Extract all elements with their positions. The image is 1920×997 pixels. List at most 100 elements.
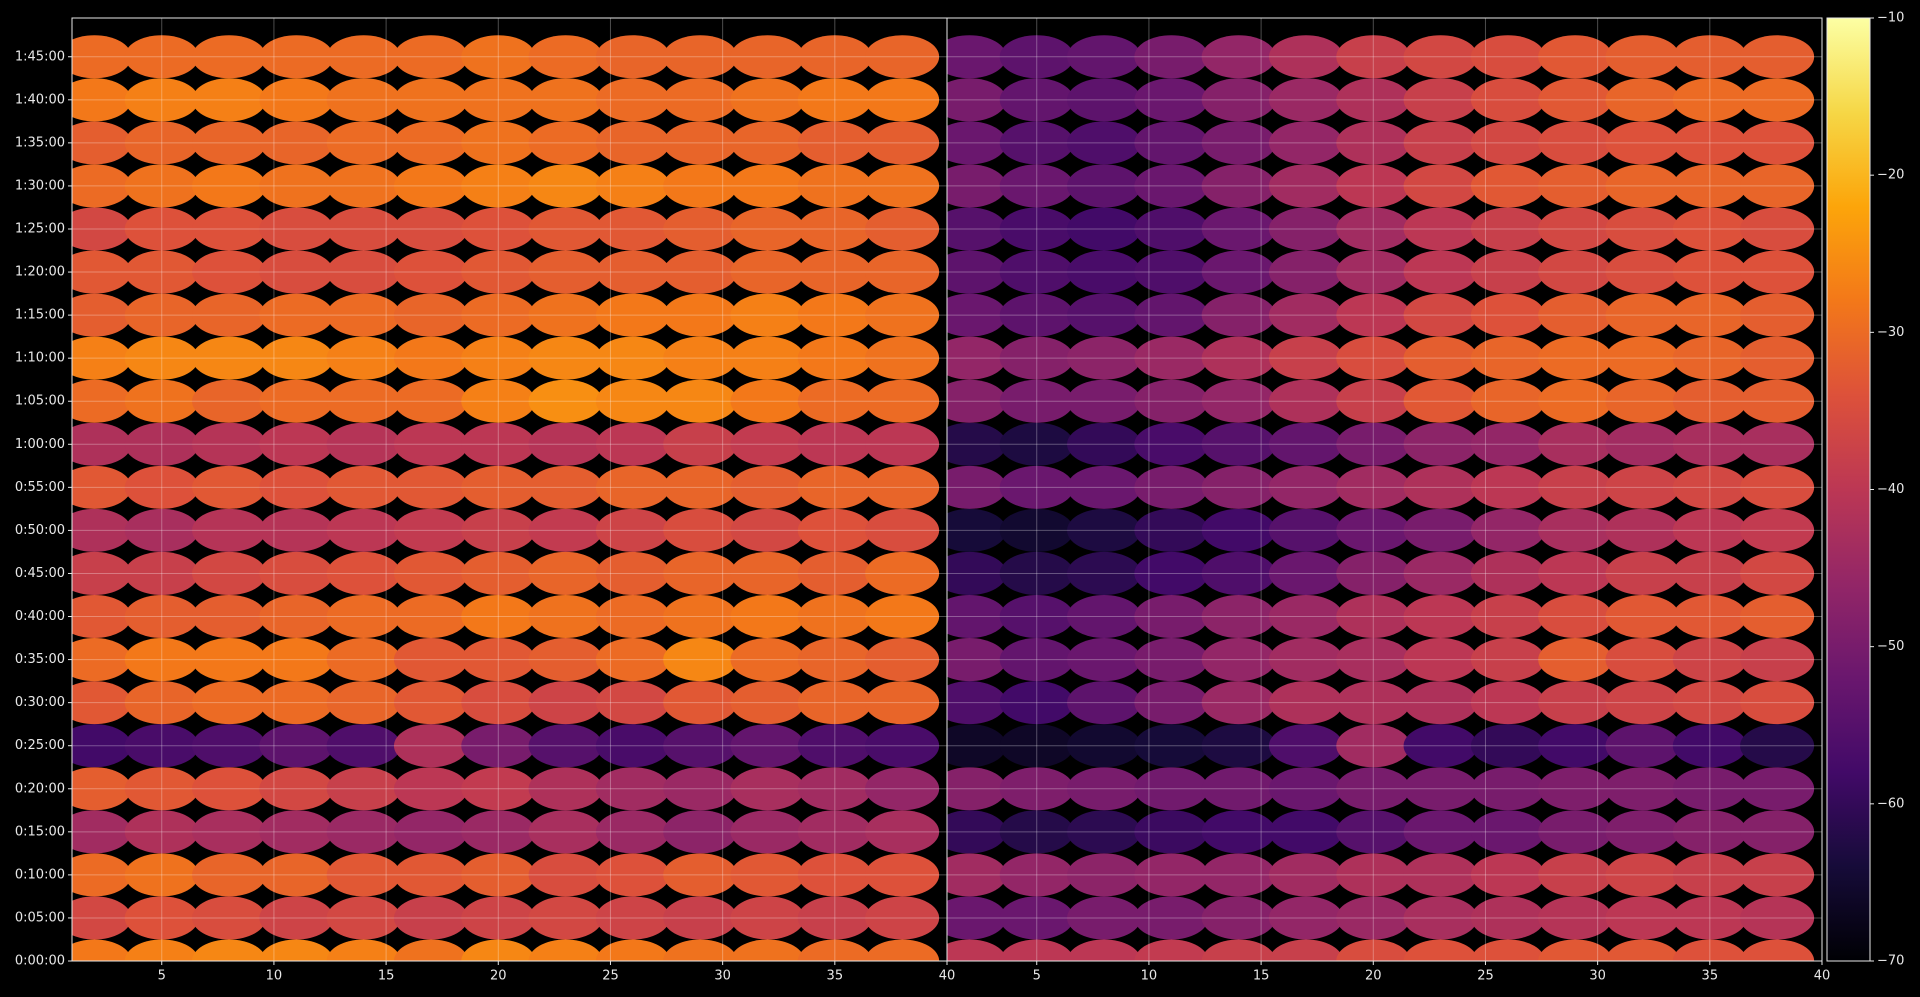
x-tick-label: 15 <box>378 969 395 984</box>
heat-cell <box>797 121 872 165</box>
heat-cell <box>461 78 536 122</box>
heat-cell <box>663 638 738 682</box>
heat-cell <box>1470 250 1545 294</box>
heat-cell <box>595 939 670 961</box>
heat-cell <box>999 594 1074 639</box>
heat-cell <box>1134 810 1209 854</box>
heat-cell <box>1403 594 1478 639</box>
heat-cell <box>947 250 1007 294</box>
heat-cell <box>1740 638 1815 682</box>
heat-cell <box>326 422 401 466</box>
heat-cell <box>999 896 1074 940</box>
heat-cell <box>595 896 670 940</box>
heat-cell <box>595 207 670 251</box>
heat-cell <box>192 422 267 466</box>
heat-cell <box>1538 78 1613 122</box>
heat-cell <box>1134 250 1209 294</box>
heat-cell <box>730 336 805 380</box>
heat-cell <box>1268 250 1343 294</box>
heat-cell <box>1336 853 1411 897</box>
heat-cell <box>461 465 536 509</box>
heat-cell <box>1403 939 1478 961</box>
heat-cell <box>999 767 1074 811</box>
y-tick-label: 0:35:00 <box>15 652 65 667</box>
heat-cell <box>947 78 1007 122</box>
heat-cell <box>1067 422 1142 466</box>
heat-cell <box>1470 939 1545 961</box>
heat-cell <box>797 336 872 380</box>
heat-cell <box>595 508 670 552</box>
colorbar-tick-label: −10 <box>1877 11 1904 26</box>
heat-cell <box>1067 810 1142 854</box>
heat-cell <box>528 207 603 251</box>
heat-cell <box>1672 164 1747 208</box>
heat-cell <box>461 207 536 251</box>
y-tick-label: 0:05:00 <box>15 910 65 925</box>
heat-cell <box>72 465 132 509</box>
heat-cell <box>1134 638 1209 682</box>
heat-cell <box>1672 422 1747 466</box>
heat-cell <box>461 250 536 294</box>
heat-cell <box>1672 724 1747 768</box>
heat-cell <box>1336 207 1411 251</box>
heat-cell <box>259 379 334 423</box>
heat-cell <box>259 207 334 251</box>
heat-cell <box>1336 810 1411 854</box>
heat-cell <box>528 164 603 208</box>
heat-cell <box>595 551 670 595</box>
heat-cell <box>124 724 199 768</box>
x-tick-label: 15 <box>1253 969 1270 984</box>
heat-cell <box>1605 767 1680 811</box>
heat-cell <box>1403 379 1478 423</box>
colorbar-tick-label: −70 <box>1877 954 1904 969</box>
heat-cell <box>326 896 401 940</box>
heat-cell <box>947 595 1007 639</box>
heat-cell <box>393 551 468 595</box>
heat-cell <box>663 594 738 639</box>
heat-cell <box>1336 767 1411 811</box>
heat-cell <box>1605 594 1680 639</box>
heat-cell <box>1470 121 1545 165</box>
heat-cell <box>461 681 536 725</box>
heat-cell <box>72 379 132 423</box>
heat-cell <box>1268 508 1343 552</box>
heat-cell <box>1403 724 1478 768</box>
heat-cell <box>730 810 805 854</box>
heat-cell <box>797 465 872 509</box>
heat-cell <box>947 551 1007 595</box>
heat-cell <box>1067 379 1142 423</box>
heat-cell <box>797 422 872 466</box>
heat-cell <box>393 336 468 380</box>
y-tick-label: 0:30:00 <box>15 695 65 710</box>
x-tick-label: 30 <box>714 969 731 984</box>
heat-cell <box>663 465 738 509</box>
heat-cell <box>797 164 872 208</box>
y-tick-label: 0:45:00 <box>15 566 65 581</box>
heat-cell <box>461 121 536 165</box>
heat-cell <box>1067 164 1142 208</box>
heat-cell <box>1067 508 1142 552</box>
heat-cell <box>1538 422 1613 466</box>
heat-cell <box>461 594 536 639</box>
heat-cell <box>192 810 267 854</box>
heat-cell <box>72 508 132 552</box>
heat-cell <box>1268 35 1343 79</box>
heat-cell <box>124 638 199 682</box>
heat-cell <box>865 465 940 509</box>
heat-cell <box>1672 896 1747 940</box>
heat-cell <box>1672 939 1747 961</box>
heat-cell <box>1336 896 1411 940</box>
heat-cell <box>72 250 132 294</box>
heat-cell <box>528 896 603 940</box>
heat-cell <box>124 939 199 961</box>
heat-cell <box>797 594 872 639</box>
heat-cell <box>1067 78 1142 122</box>
heat-cell <box>1605 551 1680 595</box>
heat-cell <box>72 767 132 811</box>
heat-cell <box>865 638 940 682</box>
heat-cell <box>1067 293 1142 337</box>
heat-cell <box>1201 508 1276 552</box>
heat-cell <box>1403 767 1478 811</box>
heat-cell <box>1605 853 1680 897</box>
heat-cell <box>393 379 468 423</box>
